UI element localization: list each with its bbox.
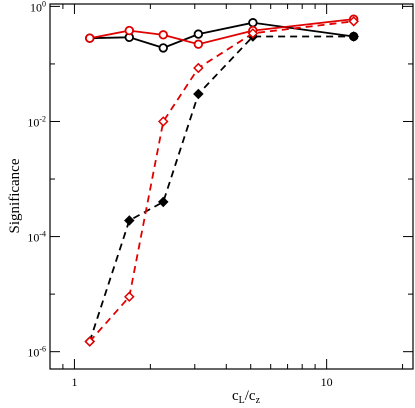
data-point [193, 62, 204, 74]
y-tick-label: 100 [30, 0, 46, 14]
series-line-2 [88, 35, 354, 342]
data-point [348, 31, 359, 42]
y-tick-label: 10-6 [27, 345, 46, 360]
data-marks [84, 14, 359, 347]
series-line-3 [89, 20, 354, 343]
y-tick-label: 10-4 [27, 230, 46, 245]
data-point [193, 88, 204, 100]
data-point [247, 28, 259, 39]
y-axis-label: Significance [7, 158, 23, 233]
x-axis-label: cL/cz [232, 388, 261, 406]
data-point [84, 336, 96, 347]
data-point [248, 18, 258, 28]
series-line-0 [89, 21, 354, 49]
y-tick-label: 10-2 [27, 114, 46, 129]
data-point [85, 33, 95, 43]
data-point [158, 116, 169, 127]
data-point [193, 29, 204, 39]
data-point [158, 196, 169, 208]
x-tick-label: 10 [321, 375, 333, 389]
data-point [124, 215, 135, 226]
data-point [348, 16, 359, 27]
data-point [193, 39, 204, 49]
data-point [124, 25, 134, 36]
data-point [158, 43, 168, 53]
series-line-1 [89, 18, 354, 46]
data-point [158, 30, 168, 40]
data-point [124, 291, 135, 303]
tick-labels: 1 10 10-6 10-4 10-2 100 [27, 0, 332, 389]
plot-frame [49, 3, 414, 370]
x-tick-label: 1 [71, 375, 77, 389]
axis-ticks [49, 4, 413, 369]
